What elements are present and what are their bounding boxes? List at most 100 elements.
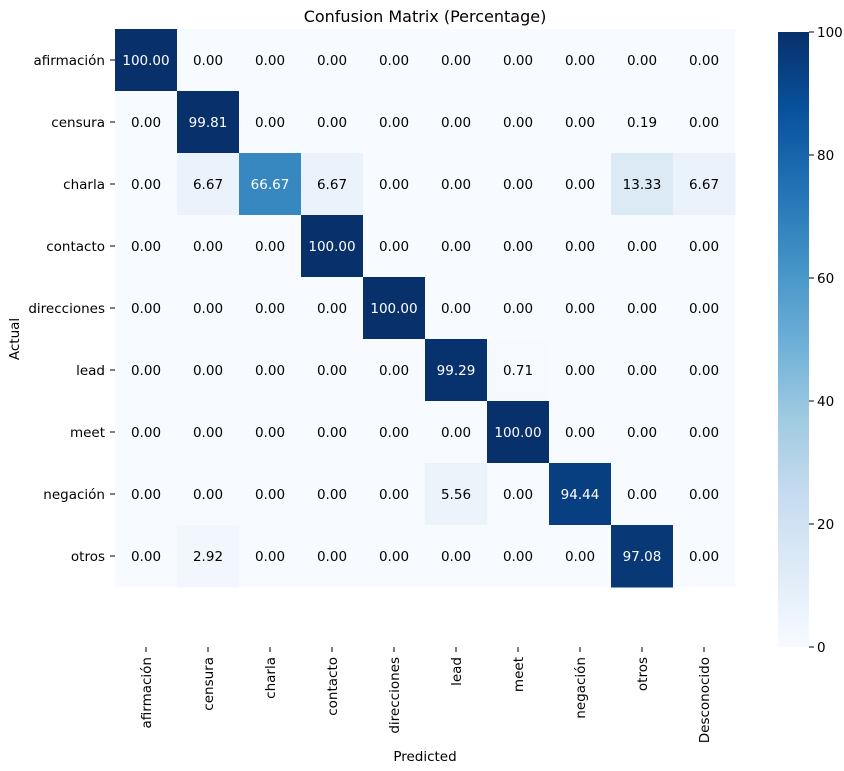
heatmap-cell [549,525,612,588]
cell-value-label: 0.00 [255,115,285,131]
cell-value-label: 0.00 [379,115,409,131]
x-tick-label: contacto [325,657,341,716]
heatmap-cell [673,277,736,340]
heatmap-cell-labels: 100.00 0.00 0.00 0.00 0.00 0.00 0.00 0.00 0.00 0.… [122,53,719,565]
cell-value-label: 100.00 [494,425,541,441]
cell-value-label: 0.00 [317,301,347,317]
cell-value-label: 0.00 [565,239,595,255]
cell-value-label: 99.29 [437,363,476,379]
cell-value-label: 0.00 [255,301,285,317]
heatmap-cell [487,215,550,278]
cell-value-label: 0.19 [627,115,657,131]
heatmap-cell [611,339,674,402]
heatmap-cell [115,215,178,278]
cell-value-label: 0.00 [193,487,223,503]
heatmap-cell [549,153,612,216]
cell-value-label: 0.00 [503,239,533,255]
heatmap-cell [177,401,240,464]
cell-value-label: 0.00 [441,301,471,317]
heatmap-cell [239,153,302,216]
heatmap-cell [487,153,550,216]
cell-value-label: 0.00 [503,53,533,69]
heatmap-cell [239,463,302,526]
x-tick-label: lead [449,657,465,686]
cell-value-label: 6.67 [317,177,347,193]
cell-value-label: 0.00 [441,239,471,255]
cell-value-label: 0.00 [565,363,595,379]
cell-value-label: 0.00 [565,177,595,193]
heatmap-cell [487,277,550,340]
heatmap-cell [549,91,612,154]
cell-value-label: 0.00 [131,115,161,131]
heatmap-cell [239,91,302,154]
heatmap-cell [115,339,178,402]
heatmap-cell [549,29,612,92]
cell-value-label: 100.00 [370,301,417,317]
cell-value-label: 94.44 [561,487,600,503]
cell-value-label: 0.00 [193,53,223,69]
cell-value-label: 0.00 [131,301,161,317]
heatmap-cell [177,525,240,588]
heatmap-cell [363,29,426,92]
heatmap-cell [363,525,426,588]
heatmap-cell [673,339,736,402]
y-tick-label: direcciones [28,301,105,317]
heatmap-cell [487,463,550,526]
heatmap-cell [115,401,178,464]
cell-value-label: 0.00 [503,177,533,193]
cell-value-label: 0.00 [379,53,409,69]
heatmap-cell [115,463,178,526]
heatmap-cell [239,339,302,402]
heatmap-cell [239,29,302,92]
cell-value-label: 97.08 [623,549,662,565]
cell-value-label: 0.00 [565,549,595,565]
heatmap-cell [301,277,364,340]
cell-value-label: 0.00 [627,425,657,441]
heatmap-cell [611,463,674,526]
cell-value-label: 100.00 [308,239,355,255]
heatmap-cell [611,401,674,464]
cell-value-label: 0.00 [565,301,595,317]
x-tick-label: afirmación [139,657,155,729]
cell-value-label: 0.00 [627,363,657,379]
cell-value-label: 0.00 [565,425,595,441]
heatmap-cell [239,401,302,464]
cell-value-label: 0.00 [131,363,161,379]
x-tick-label: censura [201,657,217,711]
cell-value-label: 0.00 [317,549,347,565]
heatmap-cell [549,339,612,402]
heatmap-cell [301,91,364,154]
cell-value-label: 0.00 [689,115,719,131]
cell-value-label: 0.00 [441,425,471,441]
y-tick-label: censura [51,115,105,131]
cell-value-label: 0.00 [193,363,223,379]
heatmap-cell [177,91,240,154]
cell-value-label: 0.00 [255,53,285,69]
cell-value-label: 0.00 [317,487,347,503]
heatmap-cell [549,463,612,526]
cell-value-label: 0.00 [255,487,285,503]
cell-value-label: 0.00 [441,115,471,131]
heatmap-cell [177,29,240,92]
x-tick-label: otros [635,657,651,691]
heatmap-cell [363,401,426,464]
heatmap-cell [177,463,240,526]
heatmap-cell [363,463,426,526]
cell-value-label: 66.67 [251,177,290,193]
heatmap-cell [611,525,674,588]
heatmap-cell [363,277,426,340]
heatmap-cell [611,91,674,154]
cell-value-label: 0.00 [131,549,161,565]
heatmap-cell [177,153,240,216]
cell-value-label: 0.00 [441,177,471,193]
colorbar-tick-label: 0 [817,640,826,656]
heatmap-cell [673,29,736,92]
heatmap-cell [673,525,736,588]
cell-value-label: 0.00 [255,239,285,255]
cell-value-label: 0.00 [317,363,347,379]
heatmap-cell [115,277,178,340]
heatmap-cell [487,29,550,92]
colorbar-tick-label: 20 [817,517,834,533]
colorbar-tick-label: 100 [817,25,843,41]
heatmap-cell [673,215,736,278]
